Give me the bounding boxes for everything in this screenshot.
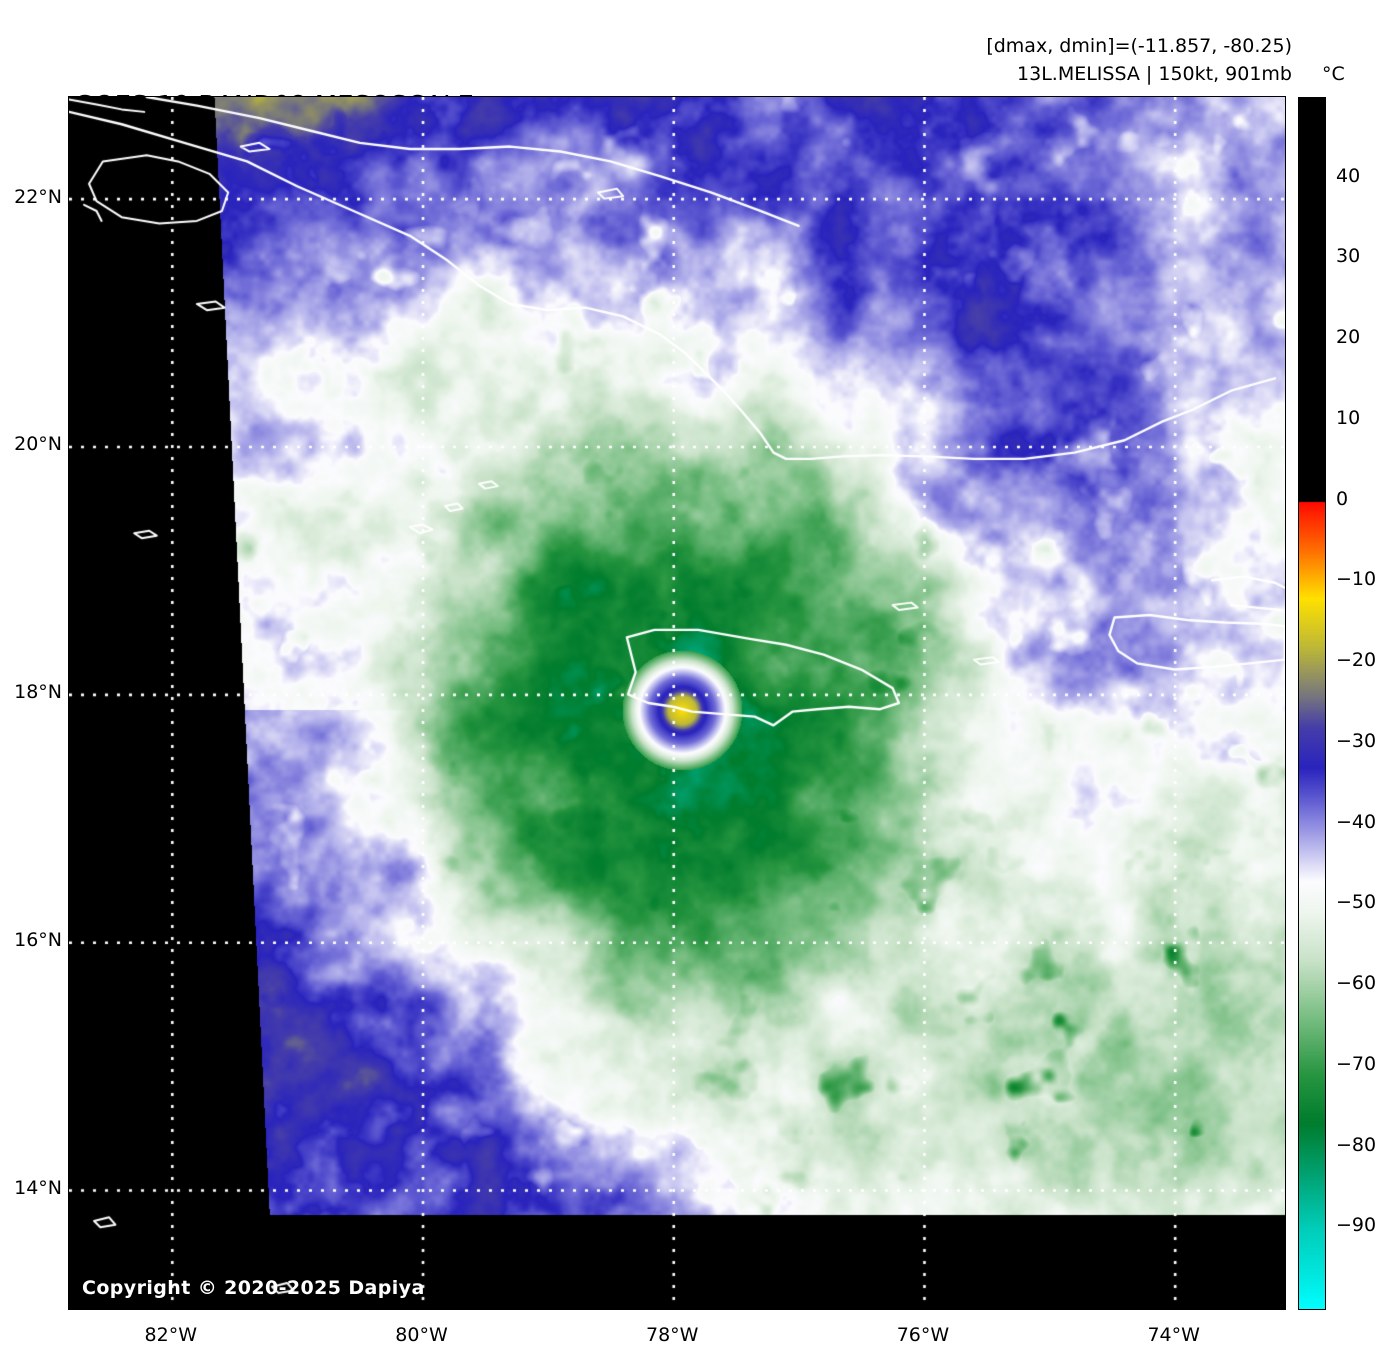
colorbar-tick-label: −70	[1336, 1052, 1377, 1075]
y-axis-tick-label: 22°N	[14, 185, 62, 208]
colorbar-tick-label: −20	[1336, 649, 1377, 672]
colorbar-tick-label: 40	[1336, 164, 1361, 187]
colorbar-tick-label: −10	[1336, 568, 1377, 591]
x-axis-tick-label: 76°W	[896, 1324, 950, 1346]
x-axis-tick-label: 74°W	[1147, 1324, 1200, 1346]
colorbar-tick-label: 0	[1336, 487, 1349, 510]
colorbar-tick-label: 10	[1336, 406, 1361, 429]
x-axis-tick-label: 78°W	[646, 1324, 699, 1346]
storm-info-label: 13L.MELISSA | 150kt, 901mb	[1017, 62, 1292, 85]
x-axis-tick-label: 80°W	[395, 1324, 448, 1346]
colorbar-tick-label: −30	[1336, 729, 1377, 752]
latlon-grid-overlay	[69, 97, 1285, 1309]
satellite-image-plot	[68, 96, 1286, 1310]
colorbar-unit-label: °C	[1322, 63, 1345, 85]
y-axis-tick-label: 14°N	[14, 1177, 62, 1200]
copyright-label: Copyright © 2020-2025 Dapiya	[82, 1277, 425, 1299]
y-axis-tick-label: 18°N	[14, 681, 62, 704]
colorbar-tick-label: −90	[1336, 1214, 1377, 1237]
y-axis-tick-label: 16°N	[14, 929, 62, 952]
y-axis-tick-label: 20°N	[14, 433, 62, 456]
colorbar-gradient	[1299, 98, 1325, 1309]
colorbar-tick-label: −50	[1336, 891, 1377, 914]
x-axis-tick-label: 82°W	[144, 1324, 198, 1346]
colorbar	[1298, 97, 1326, 1310]
dmax-dmin-label: [dmax, dmin]=(-11.857, -80.25)	[986, 35, 1292, 57]
colorbar-tick-label: 20	[1336, 326, 1361, 349]
colorbar-tick-label: −40	[1336, 810, 1377, 833]
colorbar-tick-label: −60	[1336, 972, 1377, 995]
metadata-block: [dmax, dmin]=(-11.857, -80.25) 13L.MELIS…	[986, 33, 1292, 88]
colorbar-tick-label: 30	[1336, 245, 1361, 268]
colorbar-tick-label: −80	[1336, 1133, 1377, 1156]
